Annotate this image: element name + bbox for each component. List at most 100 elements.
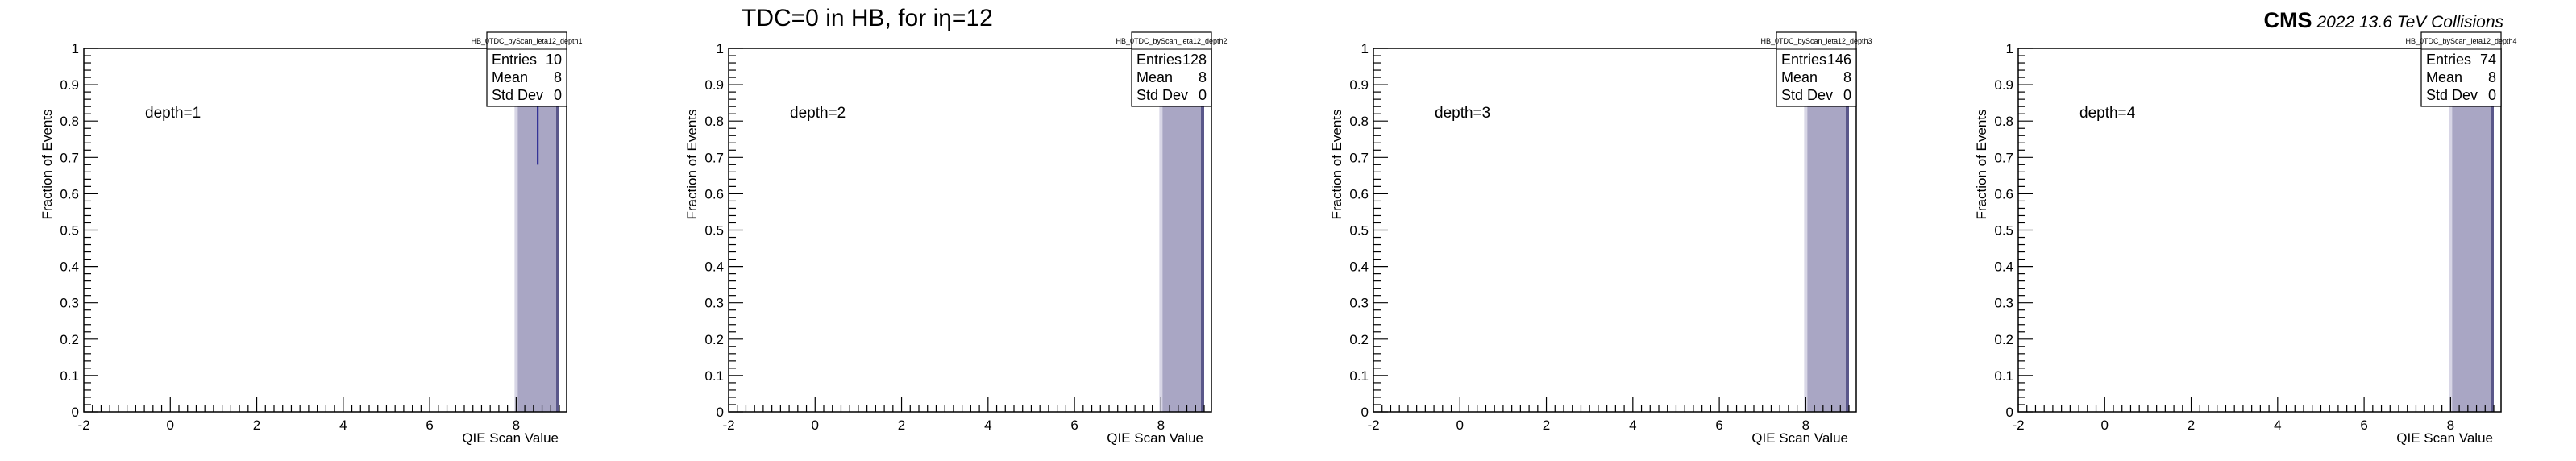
x-tick-label: 8 xyxy=(1802,417,1809,433)
y-tick-label: 0.2 xyxy=(704,332,724,347)
figure-title: TDC=0 in HB, for iη=12 xyxy=(742,5,993,31)
y-tick-label: 0.4 xyxy=(1349,260,1369,275)
y-tick-label: 0.6 xyxy=(60,186,79,201)
y-tick-label: 0.6 xyxy=(704,186,724,201)
y-tick-label: 1 xyxy=(1361,41,1369,56)
y-tick-label: 0.3 xyxy=(60,296,79,311)
y-tick-label: 0.4 xyxy=(60,260,79,275)
y-tick-label: 0.7 xyxy=(1994,150,2013,165)
y-tick-label: 0 xyxy=(72,405,79,420)
x-tick-label: 4 xyxy=(984,417,991,433)
x-tick-label: 8 xyxy=(2447,417,2454,433)
y-tick-label: 0.9 xyxy=(60,77,79,93)
y-tick-label: 0.2 xyxy=(1349,332,1369,347)
y-axis-title: Fraction of Events xyxy=(1974,109,1989,219)
x-tick-label: -2 xyxy=(2012,417,2024,433)
x-tick-label: 2 xyxy=(898,417,905,433)
stats-label: Entries xyxy=(1781,52,1826,68)
y-tick-label: 0.8 xyxy=(1349,114,1369,129)
experiment-label: CMS 2022 13.6 TeV Collisions xyxy=(2263,8,2503,33)
depth-annotation: depth=3 xyxy=(1435,105,1490,122)
stats-value: 0 xyxy=(554,87,562,103)
experiment-name: CMS xyxy=(2263,8,2312,32)
y-tick-label: 0.7 xyxy=(60,150,79,165)
stats-box xyxy=(1776,31,1857,107)
y-tick-label: 0 xyxy=(717,405,724,420)
y-tick-label: 0.1 xyxy=(1994,368,2013,384)
y-tick-label: 0.8 xyxy=(60,114,79,129)
y-tick-label: 0.4 xyxy=(1994,260,2013,275)
x-tick-label: 0 xyxy=(812,417,819,433)
x-tick-label: 2 xyxy=(2188,417,2195,433)
stats-value: 0 xyxy=(1199,87,1207,103)
x-axis-title: QIE Scan Value xyxy=(1107,430,1203,446)
histogram-bar xyxy=(1805,106,1849,412)
collision-label: 2022 13.6 TeV Collisions xyxy=(2316,13,2503,31)
y-tick-label: 0.5 xyxy=(60,223,79,239)
y-tick-label: 0.9 xyxy=(1349,77,1369,93)
x-tick-label: 0 xyxy=(167,417,174,433)
stats-label: Entries xyxy=(492,52,537,68)
y-tick-label: 0.2 xyxy=(60,332,79,347)
stats-label: Std Dev xyxy=(2426,87,2478,103)
stats-value: 10 xyxy=(546,52,562,68)
x-axis-title: QIE Scan Value xyxy=(462,430,559,446)
y-tick-label: 0.1 xyxy=(704,368,724,384)
stats-title: HB_0TDC_byScan_ieta12_depth3 xyxy=(1760,37,1872,45)
stats-value: 8 xyxy=(554,69,562,85)
y-tick-label: 0.7 xyxy=(1349,150,1369,165)
y-tick-label: 0.4 xyxy=(704,260,724,275)
x-tick-label: 2 xyxy=(1543,417,1550,433)
x-tick-label: 0 xyxy=(1456,417,1464,433)
stats-label: Mean xyxy=(492,69,528,85)
stats-title: HB_0TDC_byScan_ieta12_depth1 xyxy=(471,37,582,45)
x-tick-label: 6 xyxy=(426,417,433,433)
stats-box xyxy=(1131,31,1212,107)
stats-title: HB_0TDC_byScan_ieta12_depth2 xyxy=(1116,37,1227,45)
stats-value: 0 xyxy=(2488,87,2496,103)
x-tick-label: 0 xyxy=(2101,417,2109,433)
y-tick-label: 0.1 xyxy=(60,368,79,384)
histogram-panel-depth2: 00.10.20.30.40.50.60.70.80.91-2 0 2 4 6 8QIE … xyxy=(684,31,1228,446)
x-tick-label: 8 xyxy=(1157,417,1165,433)
stats-label: Mean xyxy=(1136,69,1173,85)
x-tick-label: -2 xyxy=(722,417,734,433)
depth-annotation: depth=2 xyxy=(790,105,846,122)
x-tick-label: 6 xyxy=(2360,417,2367,433)
y-axis-title: Fraction of Events xyxy=(684,109,700,219)
stats-box xyxy=(2420,31,2502,107)
x-axis-title: QIE Scan Value xyxy=(2396,430,2493,446)
histogram-panel-depth3: 00.10.20.30.40.50.60.70.80.91-2 0 2 4 6 8QIE … xyxy=(1329,31,1872,446)
y-tick-label: 0.2 xyxy=(1994,332,2013,347)
x-tick-label: 8 xyxy=(513,417,520,433)
histogram-panel-depth1: 00.10.20.30.40.50.60.70.80.91-2 0 2 4 6 8QIE … xyxy=(39,31,583,446)
y-tick-label: 0.7 xyxy=(704,150,724,165)
x-tick-label: 4 xyxy=(2274,417,2281,433)
depth-annotation: depth=1 xyxy=(145,105,201,122)
y-tick-label: 0.8 xyxy=(1994,114,2013,129)
stats-label: Std Dev xyxy=(1781,87,1833,103)
x-tick-label: 6 xyxy=(1070,417,1078,433)
y-tick-label: 1 xyxy=(717,41,724,56)
x-tick-label: -2 xyxy=(1367,417,1379,433)
y-tick-label: 0.3 xyxy=(1994,296,2013,311)
y-tick-label: 0.8 xyxy=(704,114,724,129)
stats-value: 8 xyxy=(1199,69,1207,85)
y-tick-label: 0.3 xyxy=(704,296,724,311)
x-axis-title: QIE Scan Value xyxy=(1751,430,1848,446)
y-tick-label: 0.1 xyxy=(1349,368,1369,384)
y-tick-label: 1 xyxy=(2006,41,2013,56)
y-tick-label: 0.3 xyxy=(1349,296,1369,311)
x-tick-label: 4 xyxy=(339,417,347,433)
stats-label: Entries xyxy=(2426,52,2471,68)
x-tick-label: 4 xyxy=(1629,417,1636,433)
stats-value: 8 xyxy=(1843,69,1851,85)
depth-annotation: depth=4 xyxy=(2079,105,2136,122)
stats-label: Std Dev xyxy=(1136,87,1188,103)
histogram-bar xyxy=(1161,106,1204,412)
histogram-panel-depth4: 00.10.20.30.40.50.60.70.80.91-2 0 2 4 6 8QIE … xyxy=(1974,31,2517,446)
x-tick-label: 2 xyxy=(253,417,260,433)
stats-label: Mean xyxy=(2426,69,2462,85)
